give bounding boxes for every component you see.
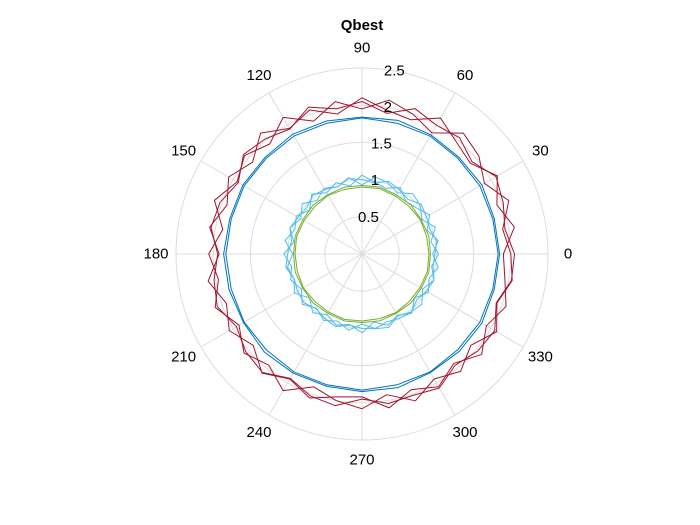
theta-tick-label: 240 <box>246 424 271 441</box>
theta-tick-label: 270 <box>349 452 374 469</box>
theta-tick-label: 180 <box>143 246 168 263</box>
chart-title: Qbest <box>341 17 384 34</box>
series-line <box>210 100 516 407</box>
angular-grid-line <box>361 253 456 416</box>
theta-tick-label: 0 <box>564 246 572 263</box>
data-series-group <box>207 97 516 410</box>
angular-grid-line <box>200 253 363 348</box>
series-line <box>207 97 515 409</box>
radial-grid-circle <box>175 67 549 441</box>
theta-tick-label: 150 <box>171 143 196 160</box>
r-tick-label: 0.5 <box>358 209 379 226</box>
series-line <box>208 99 513 410</box>
radial-grid-circle <box>249 141 475 367</box>
series-line <box>283 176 440 331</box>
theta-tick-label: 60 <box>457 67 474 84</box>
series-line <box>284 174 439 334</box>
series-line <box>293 185 431 323</box>
series-line <box>294 186 430 322</box>
series-line <box>225 117 499 391</box>
polar-grid <box>175 67 549 441</box>
theta-tick-label: 90 <box>354 40 371 57</box>
series-line <box>285 178 438 330</box>
r-tick-label: 1 <box>371 172 379 189</box>
angular-grid-line <box>200 160 363 255</box>
angular-grid-line <box>361 92 456 255</box>
theta-tick-label: 300 <box>452 424 477 441</box>
r-tick-label: 2.5 <box>384 62 405 79</box>
theta-tick-label: 120 <box>246 67 271 84</box>
angular-grid-line <box>268 253 363 416</box>
r-tick-label: 1.5 <box>371 136 392 153</box>
angular-grid-line <box>268 92 363 255</box>
r-tick-label: 2 <box>384 99 392 116</box>
radial-grid-circle <box>324 216 400 292</box>
tick-labels-group: 0 30 60 90 120 150 180 210 240 270 300 330 0.5 1 1.5 2 2… <box>143 40 572 469</box>
theta-tick-label: 330 <box>528 349 553 366</box>
theta-tick-label: 210 <box>171 349 196 366</box>
theta-tick-label: 30 <box>532 143 549 160</box>
series-line <box>223 116 501 393</box>
